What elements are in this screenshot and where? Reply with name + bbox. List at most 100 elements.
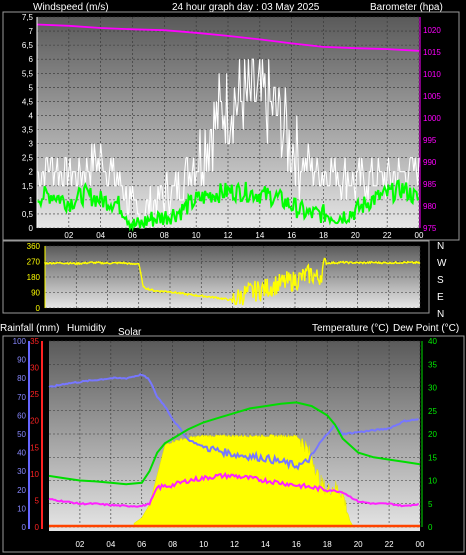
direction-tick-label: 180 [27,273,41,282]
temp-x-tick-label: 02 [75,540,84,549]
wind-direction-point [381,262,384,265]
wind-direction-point [94,262,97,264]
wind-direction-point [69,261,72,264]
wind-direction-point [134,263,136,265]
wind-direction-point [204,295,207,298]
wind-direction-point [156,289,159,292]
rainfall-axis-label: Rainfall (mm) [0,323,59,334]
wind-direction-point [319,275,322,277]
wind-x-tick-label: 10 [192,231,201,240]
rainfall-tick-label: 35 [30,337,39,346]
wind-direction-point [260,287,263,289]
direction-tick-label: 360 [27,242,41,251]
wind-direction-point [291,289,294,292]
temp-x-tick-label: 12 [230,540,239,549]
wind-direction-point [46,262,49,265]
wind-direction-point [370,260,373,263]
temperature-tick-label: 20 [428,430,437,439]
wind-direction-point [364,262,367,265]
wind-x-tick-label: 00 [415,231,424,240]
wind-direction-point [173,291,176,294]
wind-x-tick-label: 16 [287,231,296,240]
wind-direction-point [350,261,353,264]
wind-direction-point [404,261,406,264]
wind-direction-point [347,262,350,265]
humidity-tick-label: 90 [17,356,26,365]
windspeed-tick-label: 7 [29,27,34,36]
wind-direction-point [409,261,412,264]
wind-x-tick-label: 14 [255,231,264,240]
wind-direction-point [263,294,266,297]
wind-direction-point [314,274,316,277]
temp-x-tick-label: 18 [323,540,332,549]
wind-direction-point [294,274,297,276]
wind-x-tick-label: 08 [160,231,169,240]
wind-direction-point [221,298,224,301]
wind-direction-point [297,284,300,287]
wind-direction-point [226,299,229,302]
wind-direction-point [212,297,215,299]
wind-direction-point [249,283,252,285]
humidity-tick-label: 40 [17,449,26,458]
wind-direction-point [328,261,330,264]
compass-label: E [437,292,444,303]
compass-label: W [437,258,447,269]
wind-direction-point [215,296,218,299]
humidity-tick-label: 100 [13,337,27,346]
wind-direction-point [361,262,364,265]
wind-direction-point [240,297,243,300]
wind-direction-point [285,271,288,273]
windspeed-tick-label: 3,5 [22,126,34,135]
wind-gust-line [37,58,420,229]
humidity-tick-label: 30 [17,467,26,476]
wind-direction-point [246,290,249,293]
wind-direction-point [353,261,356,264]
wind-direction-point [150,288,153,291]
windspeed-tick-label: 0 [29,224,34,233]
rainfall-tick-label: 30 [30,364,39,373]
barometer-tick-label: 1020 [423,26,441,35]
windspeed-axis-label: Windspeed (m/s) [33,2,109,13]
temperature-tick-label: 0 [428,523,433,532]
wind-direction-point [243,285,246,288]
compass-label: N [437,241,444,252]
wind-direction-point [190,293,193,296]
wind-direction-point [176,292,179,295]
barometer-tick-label: 990 [423,158,437,167]
wind-direction-point [60,262,63,265]
wind-x-tick-label: 22 [383,231,392,240]
barometer-tick-label: 1005 [423,92,441,101]
humidity-tick-label: 10 [17,504,26,513]
wind-direction-point [300,272,302,275]
wind-direction-point [238,293,240,296]
wind-direction-point [277,289,280,292]
temp-x-tick-label: 08 [168,540,177,549]
compass-label: S [437,275,444,286]
humidity-axis-label: Humidity [67,323,106,334]
humidity-tick-label: 20 [17,486,26,495]
wind-direction-point [77,261,80,264]
wind-direction-point [136,262,139,265]
wind-direction-point [333,262,336,265]
wind-direction-point [66,262,69,264]
dew-point-line [48,471,420,508]
wind-direction-point [198,295,201,297]
wind-direction-point [52,261,55,264]
wind-direction-point [392,262,395,265]
windspeed-tick-label: 6 [29,55,34,64]
windspeed-tick-label: 4 [29,111,34,120]
compass-label: N [437,309,444,320]
wind-direction-point [193,294,195,297]
windspeed-tick-label: 3 [29,140,34,149]
wind-direction-point [274,276,277,279]
wind-direction-point [159,290,162,293]
barometer-tick-label: 975 [423,224,437,233]
windspeed-tick-label: 4,5 [22,97,34,106]
wind-x-tick-label: 02 [64,231,73,240]
wind-direction-point [207,295,210,298]
wind-direction-point [345,260,347,263]
wind-direction-point [128,262,131,265]
wind-direction-point [120,262,122,264]
wind-direction-point [418,262,420,265]
